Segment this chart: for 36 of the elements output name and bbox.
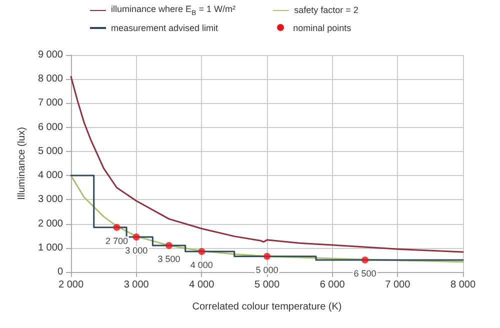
- y-tick-label: 6 000: [38, 122, 64, 133]
- annotation: 2 700: [105, 236, 128, 246]
- x-tick-label: 2 000: [58, 280, 84, 290]
- annotation: 3 500: [158, 254, 180, 264]
- y-axis-title: Illuminance (lux): [16, 127, 28, 200]
- point: [113, 224, 120, 231]
- annotation: 3 000: [125, 246, 148, 256]
- legend-label: nominal points: [293, 22, 352, 33]
- x-tick-label: 6 000: [320, 280, 346, 290]
- y-tick-label: 4 000: [38, 170, 64, 182]
- y-tick-label: 2 000: [38, 218, 64, 230]
- x-axis-title: Correlated colour temperature (K): [192, 302, 342, 312]
- y-tick-label: 1 000: [38, 242, 64, 254]
- legend-label: safety factor = 2: [294, 5, 358, 16]
- annotation: 4 000: [190, 260, 213, 270]
- x-tick-label: 7 000: [385, 280, 411, 290]
- x-tick-label: 8 000: [450, 280, 476, 290]
- annotation: 6 500: [354, 268, 376, 278]
- legend-label: measurement advised limit: [111, 22, 218, 33]
- point: [264, 252, 270, 260]
- point: [362, 256, 368, 264]
- y-tick-label: 5 000: [38, 146, 64, 157]
- y-tick-label: 7 000: [38, 98, 64, 109]
- x-tick-label: 5 000: [254, 280, 280, 290]
- legend-label: illuminance where E$_{B}$ = 1 W/m²: [111, 4, 236, 17]
- y-tick-label: 9 000: [38, 50, 64, 60]
- annotation: 5 000: [256, 264, 278, 275]
- line-series: [70, 76, 464, 253]
- y-tick-label: 8 000: [38, 74, 64, 85]
- point: [166, 242, 172, 249]
- y-tick-label: 3 000: [38, 194, 64, 206]
- y-tick-label: 0: [57, 266, 64, 278]
- x-tick-label: 3 000: [124, 280, 150, 290]
- point: [198, 248, 206, 256]
- x-tick-label: 4 000: [189, 280, 215, 290]
- point: [132, 234, 140, 241]
